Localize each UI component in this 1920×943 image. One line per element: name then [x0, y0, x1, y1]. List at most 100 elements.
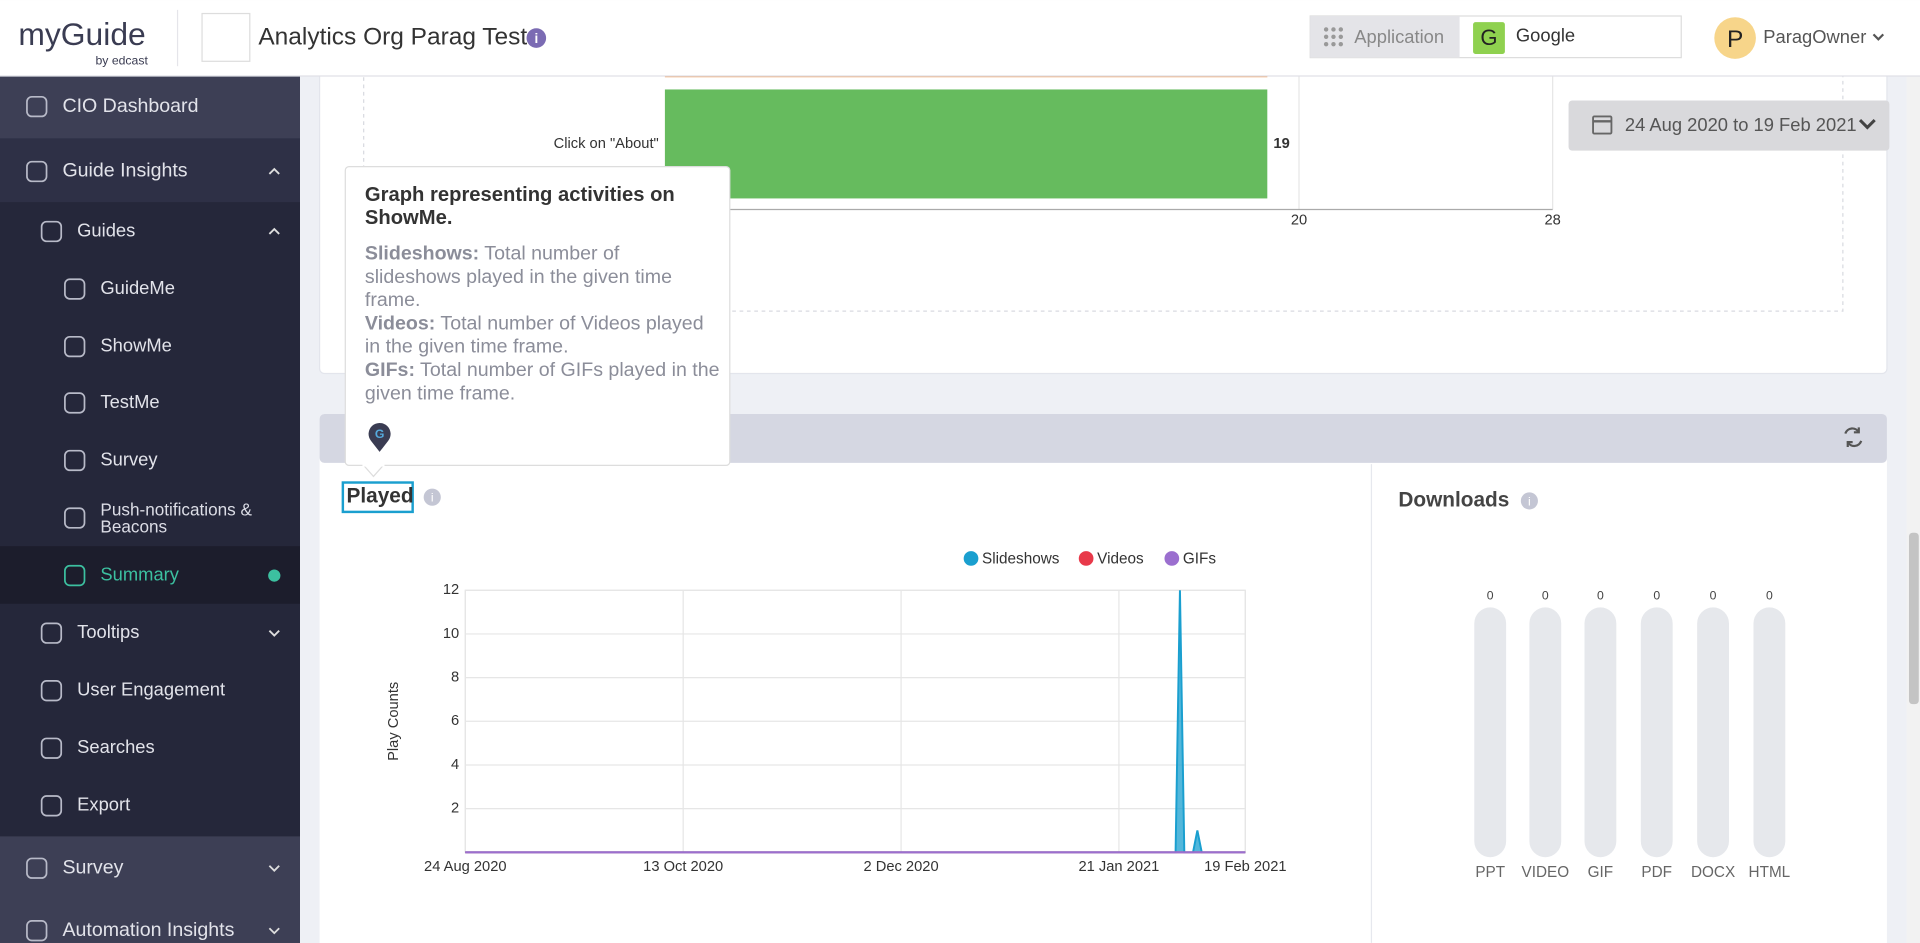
chart-frame — [363, 60, 1844, 312]
sidebar-label: Tooltips — [77, 621, 139, 642]
sidebar-item[interactable]: Automation Insights — [26, 919, 280, 942]
tooltip: Graph representing activities on ShowMe.… — [344, 165, 731, 478]
sidebar-label: Push-notifications & Beacons — [100, 500, 252, 537]
svg-text:G: G — [375, 427, 385, 441]
sidebar-section — [0, 202, 300, 837]
y-tick-label: 12 — [443, 582, 459, 598]
tooltip-item: Slideshows: Total number of slideshows p… — [365, 243, 720, 313]
sidebar-item[interactable]: Guide Insights — [26, 160, 280, 183]
info-icon[interactable]: i — [1520, 492, 1538, 510]
app-initial: G — [1480, 25, 1497, 50]
chart-title: Played — [347, 485, 414, 508]
value-label: 0 — [1710, 589, 1717, 603]
sidebar-icon — [26, 920, 48, 942]
bar — [664, 89, 1268, 199]
info-icon[interactable]: i — [423, 488, 441, 506]
date-range-button[interactable]: 24 Aug 2020 to 19 Feb 2021 — [1568, 100, 1890, 151]
sidebar-item[interactable]: Tooltips — [40, 621, 280, 644]
sidebar-item[interactable]: GuideMe — [64, 277, 175, 300]
sidebar-label: ShowMe — [100, 334, 171, 355]
sidebar-item[interactable]: ShowMe — [64, 334, 172, 358]
category-label: PDF — [1641, 864, 1672, 881]
legend-item[interactable]: GIFs — [1164, 551, 1216, 568]
legend-item[interactable]: Slideshows — [963, 551, 1060, 568]
bar-track — [1474, 607, 1507, 858]
x-tick-label: 21 Jan 2021 — [1079, 859, 1160, 875]
sidebar-item[interactable]: Survey — [26, 856, 280, 879]
sidebar-label: CIO Dashboard — [62, 95, 198, 117]
scrollbar-thumb[interactable] — [1908, 532, 1919, 705]
x-tick-label: 24 Aug 2020 — [424, 859, 507, 875]
bar-track — [1640, 607, 1673, 858]
y-tick-label: 6 — [451, 713, 459, 729]
value-label: 19 — [1273, 136, 1289, 152]
sidebar-item[interactable]: User Engagement — [40, 679, 225, 702]
sidebar-item[interactable]: CIO Dashboard — [26, 95, 199, 118]
bar-track — [1697, 607, 1729, 858]
svg-text:i: i — [431, 491, 434, 505]
sidebar-section — [0, 546, 300, 604]
bar-track — [1529, 607, 1562, 858]
y-axis-label: Play Counts — [386, 682, 402, 761]
sidebar-icon — [40, 737, 63, 759]
legend-item[interactable]: Videos — [1078, 551, 1144, 568]
chart-title: Downloads — [1398, 488, 1509, 511]
header: myGuide by edcast Analytics Org Parag Te… — [0, 0, 1920, 77]
app-name: Google — [1516, 25, 1575, 46]
sidebar-label: User Engagement — [77, 679, 225, 700]
tooltip-title: Graph representing activities on ShowMe. — [364, 183, 675, 230]
tooltip-term: Videos: — [364, 313, 436, 335]
sidebar: CIO Dashboard Guide Insights Guides GuideMe… — [0, 75, 300, 943]
sidebar-icon — [64, 449, 86, 472]
info-icon[interactable]: i — [526, 28, 547, 48]
sidebar-label: TestMe — [100, 391, 159, 412]
y-tick-label: 4 — [451, 757, 459, 773]
sidebar-item[interactable]: Guides — [40, 219, 280, 243]
category-label: VIDEO — [1522, 864, 1570, 881]
chevron — [268, 927, 280, 935]
sidebar-icon — [26, 160, 48, 183]
sidebar-item[interactable]: Searches — [40, 736, 155, 759]
sidebar-label: Summary — [100, 563, 179, 584]
x-tick-label: 13 Oct 2020 — [643, 859, 723, 875]
sidebar-label: Searches — [77, 736, 155, 757]
legend-dot — [1164, 551, 1180, 566]
sidebar-item[interactable]: Export — [40, 794, 131, 817]
tooltip-desc: Total number of slideshows played in the… — [364, 243, 673, 312]
user-menu[interactable]: P ParagOwner — [1714, 17, 1885, 59]
legend-dot — [1078, 551, 1094, 566]
sidebar-section — [0, 836, 300, 943]
sidebar-section — [0, 138, 300, 203]
refresh-button[interactable] — [1844, 427, 1863, 448]
org-logo — [201, 12, 251, 62]
sidebar-item[interactable]: Survey — [64, 448, 158, 472]
sidebar-label: Automation Insights — [62, 919, 234, 941]
sidebar-item[interactable]: Summary — [64, 563, 281, 587]
logo: myGuide — [18, 16, 145, 52]
x-tick-label: 28 — [1544, 212, 1560, 228]
sidebar-icon — [40, 680, 63, 702]
legend-label: Videos — [1097, 551, 1144, 568]
legend-dot — [963, 551, 979, 566]
tooltip-term: Slideshows: — [364, 243, 480, 265]
x-tick-label: 19 Feb 2021 — [1204, 859, 1286, 875]
sidebar-item[interactable]: TestMe — [64, 391, 160, 414]
sidebar-item[interactable]: Push-notifications & Beacons — [64, 500, 284, 538]
sidebar-icon — [64, 335, 86, 358]
svg-text:i: i — [1528, 494, 1531, 508]
value-label: 0 — [1766, 589, 1773, 603]
value-label: 0 — [1542, 589, 1549, 603]
tooltip-text: Graph representing activities on ShowMe.… — [365, 184, 720, 406]
application-selector[interactable]: Application G Google — [1309, 15, 1682, 59]
bar-track — [1753, 607, 1786, 858]
sidebar-label: Survey — [62, 856, 123, 878]
x-tick-label: 20 — [1291, 212, 1307, 228]
sidebar-icon — [64, 507, 86, 529]
svg-text:i: i — [534, 31, 538, 46]
logo-sub: by edcast — [96, 54, 149, 68]
chevron — [268, 167, 280, 175]
sidebar-label: GuideMe — [100, 277, 175, 298]
